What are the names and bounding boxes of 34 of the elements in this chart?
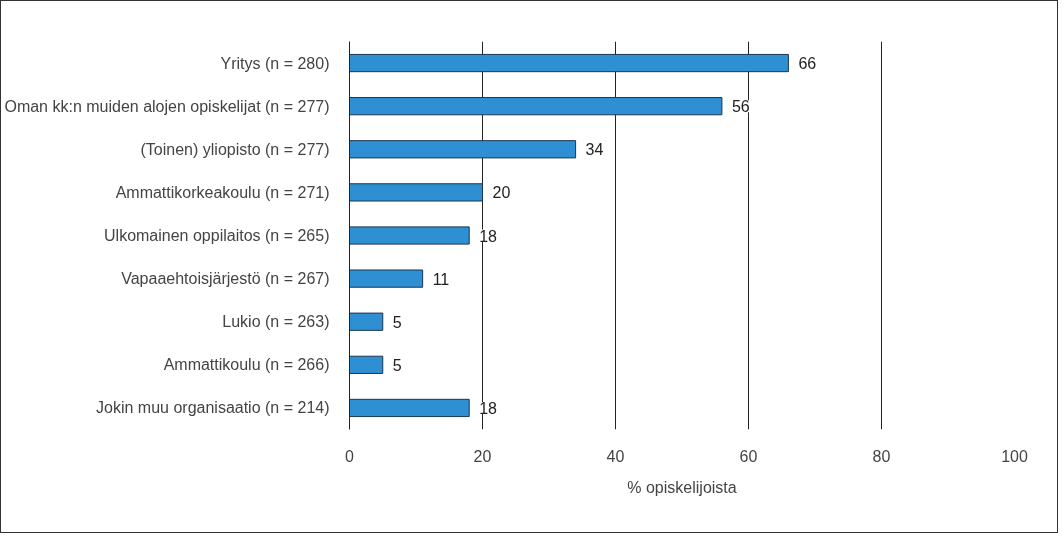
bar bbox=[349, 226, 470, 245]
data-label: 18 bbox=[479, 399, 498, 417]
bar bbox=[349, 97, 723, 116]
y-tick-label: Oman kk:n muiden alojen opiskelijat (n = 277) bbox=[4, 97, 330, 115]
data-label: 56 bbox=[731, 98, 750, 116]
data-label: 5 bbox=[392, 313, 402, 331]
bar bbox=[349, 140, 577, 159]
y-tick-label: Lukio (n = 263) bbox=[222, 313, 330, 331]
data-label: 34 bbox=[585, 141, 604, 159]
x-tick-label: 100 bbox=[1001, 447, 1028, 465]
data-label: 11 bbox=[432, 270, 450, 288]
x-tick-label: 40 bbox=[606, 447, 625, 465]
x-tick-label: 0 bbox=[345, 447, 355, 465]
bar bbox=[349, 312, 384, 331]
data-label: 20 bbox=[492, 184, 511, 202]
bar bbox=[349, 269, 424, 288]
y-tick-label: Ulkomainen oppilaitos (n = 265) bbox=[104, 227, 330, 244]
y-tick-label: Yritys (n = 280) bbox=[220, 54, 330, 72]
data-label: 66 bbox=[798, 55, 817, 73]
y-tick-label: (Toinen) yliopisto (n = 277) bbox=[140, 140, 330, 158]
bar bbox=[349, 398, 470, 418]
y-tick-label: Jokin muu organisaatio (n = 214) bbox=[96, 399, 330, 417]
y-tick-label: Ammattikorkeakoulu (n = 271) bbox=[115, 183, 330, 201]
x-axis-title: % opiskelijoista bbox=[627, 478, 737, 496]
bar bbox=[349, 53, 789, 73]
y-tick-label: Vapaaehtoisjärjestö (n = 267) bbox=[121, 270, 330, 288]
x-tick-label: 20 bbox=[473, 447, 492, 465]
data-label: 5 bbox=[392, 356, 402, 374]
x-tick-label: 80 bbox=[872, 447, 891, 465]
y-tick-label: Ammattikoulu (n = 266) bbox=[163, 356, 330, 374]
bar bbox=[349, 355, 384, 374]
x-tick-label: 60 bbox=[739, 447, 758, 465]
data-label: 18 bbox=[479, 227, 498, 245]
bar bbox=[349, 183, 483, 202]
